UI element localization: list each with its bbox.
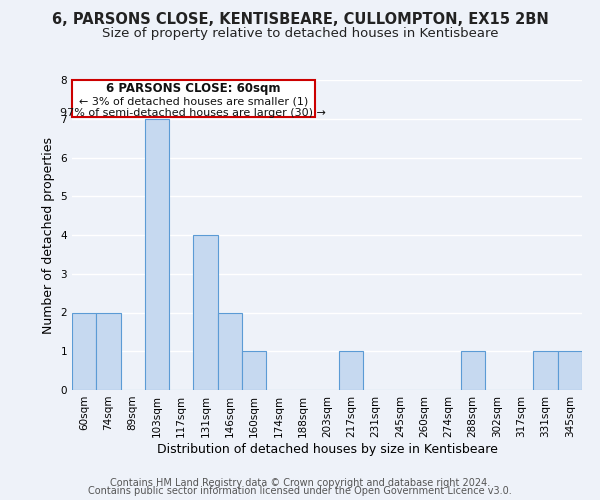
Text: 6 PARSONS CLOSE: 60sqm: 6 PARSONS CLOSE: 60sqm <box>106 82 281 95</box>
Bar <box>218 312 242 390</box>
X-axis label: Distribution of detached houses by size in Kentisbeare: Distribution of detached houses by size … <box>157 442 497 456</box>
Text: Contains HM Land Registry data © Crown copyright and database right 2024.: Contains HM Land Registry data © Crown c… <box>110 478 490 488</box>
Bar <box>193 235 218 390</box>
Text: Size of property relative to detached houses in Kentisbeare: Size of property relative to detached ho… <box>102 28 498 40</box>
Text: ← 3% of detached houses are smaller (1): ← 3% of detached houses are smaller (1) <box>79 96 308 106</box>
Text: 6, PARSONS CLOSE, KENTISBEARE, CULLOMPTON, EX15 2BN: 6, PARSONS CLOSE, KENTISBEARE, CULLOMPTO… <box>52 12 548 28</box>
FancyBboxPatch shape <box>72 80 315 117</box>
Bar <box>72 312 96 390</box>
Bar <box>242 351 266 390</box>
Text: 97% of semi-detached houses are larger (30) →: 97% of semi-detached houses are larger (… <box>61 108 326 118</box>
Bar <box>461 351 485 390</box>
Y-axis label: Number of detached properties: Number of detached properties <box>42 136 55 334</box>
Text: Contains public sector information licensed under the Open Government Licence v3: Contains public sector information licen… <box>88 486 512 496</box>
Bar <box>339 351 364 390</box>
Bar <box>558 351 582 390</box>
Bar <box>533 351 558 390</box>
Bar <box>96 312 121 390</box>
Bar <box>145 118 169 390</box>
